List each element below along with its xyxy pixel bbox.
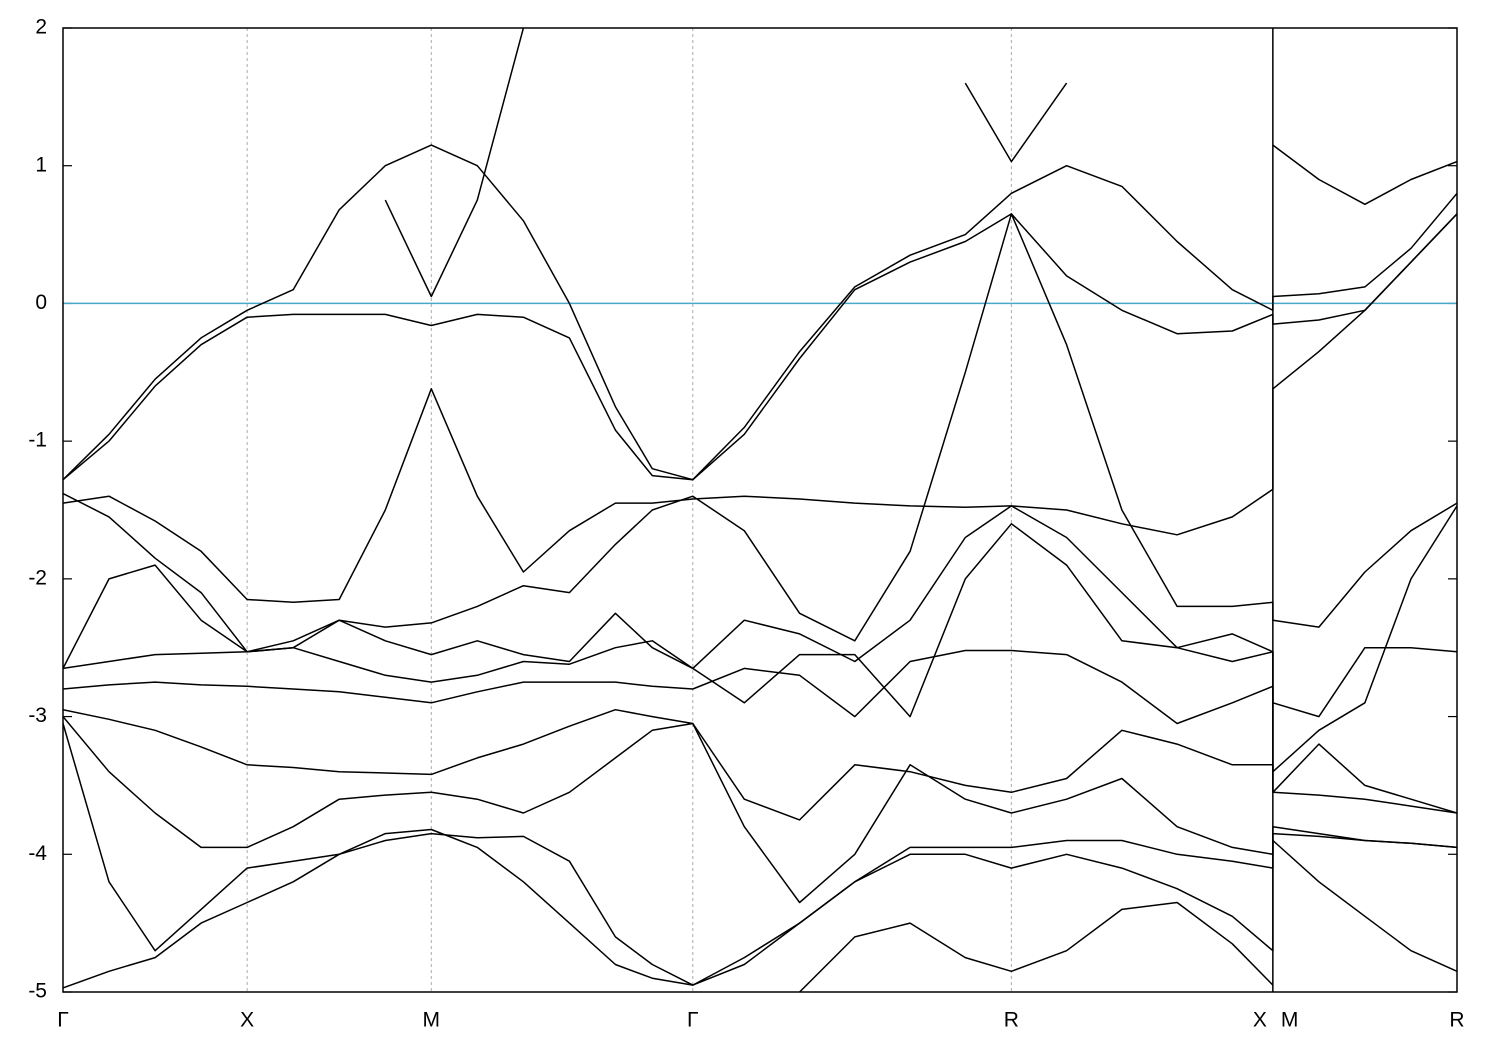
band-line — [384, 28, 1457, 298]
x-tick-label: M — [423, 1009, 441, 1032]
y-tick-label: 0 — [35, 291, 47, 314]
y-tick-label: -3 — [28, 704, 47, 727]
band-line — [63, 723, 1457, 986]
y-tick-label: -2 — [28, 566, 47, 589]
x-tick-label: M — [1281, 1009, 1299, 1032]
x-tick-label: X — [1253, 1009, 1267, 1032]
band-line — [63, 505, 1457, 718]
y-tick-label: -1 — [28, 429, 47, 452]
x-tick-label: Γ — [687, 1009, 699, 1032]
y-tick-label: 2 — [35, 16, 47, 39]
x-tick-label: R — [1004, 1009, 1019, 1032]
y-tick-label: 1 — [35, 153, 47, 176]
y-tick-label: -4 — [28, 842, 47, 865]
band-line — [63, 144, 1457, 481]
y-tick-label: -5 — [28, 980, 47, 1003]
band-line — [63, 828, 1457, 989]
plot-frame — [62, 27, 1458, 993]
band-line — [63, 708, 1457, 821]
band-line — [63, 649, 1457, 814]
x-tick-label: Γ — [57, 1009, 69, 1032]
band-line — [63, 213, 1457, 653]
band-line — [799, 901, 1274, 992]
band-line — [63, 213, 1457, 481]
band-line — [63, 716, 1457, 904]
x-tick-label: R — [1449, 1009, 1464, 1032]
plot-area — [63, 28, 1457, 992]
band-line — [63, 213, 1457, 604]
x-tick-label: X — [240, 1009, 254, 1032]
band-line — [63, 505, 1457, 773]
